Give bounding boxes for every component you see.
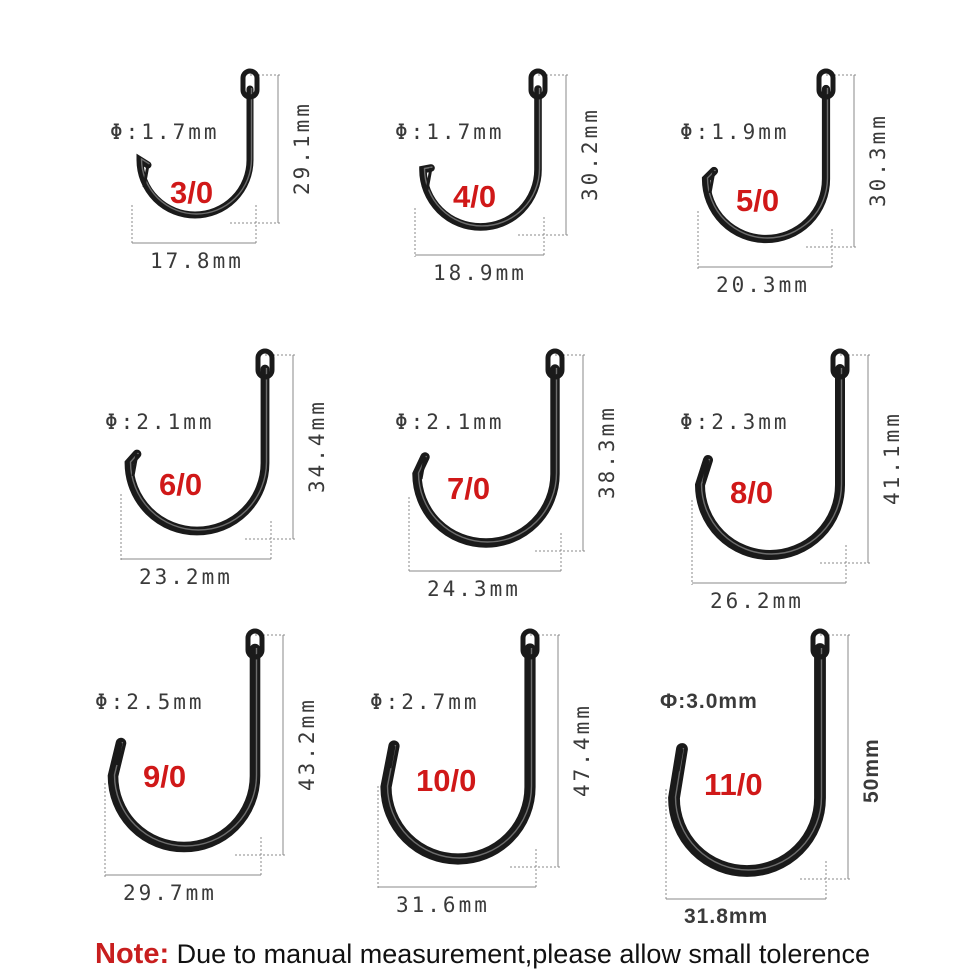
hook-drawing <box>377 628 560 889</box>
hook-eye <box>528 68 548 100</box>
measurement-note: Note: Due to manual measurement,please a… <box>95 938 870 971</box>
hook-size: 3/0 <box>170 175 214 210</box>
hook-width: 20.3mm <box>716 273 810 297</box>
hook-eye <box>520 628 540 660</box>
hook-card: Φ:1.9mm 5/0 30.3mm 20.3mm <box>670 55 970 345</box>
hook-size: 6/0 <box>159 467 203 502</box>
hook-shank <box>668 643 826 877</box>
hook-length: 50mm <box>860 738 883 803</box>
wire-diameter: Φ:2.3mm <box>680 410 790 434</box>
hook-eye <box>830 348 850 380</box>
hook-drawing <box>120 348 295 561</box>
hook-length: 30.3mm <box>866 113 890 207</box>
dimension-lines <box>697 74 856 269</box>
hook-eye <box>545 348 565 380</box>
wire-diameter: Φ:2.1mm <box>395 410 505 434</box>
hook-size: 9/0 <box>143 759 187 794</box>
hook-barb <box>708 170 716 194</box>
hook-size: 5/0 <box>736 183 780 218</box>
hook-barb <box>702 459 710 483</box>
dimension-lines <box>104 634 285 877</box>
wire-diameter: Φ:1.7mm <box>110 120 220 144</box>
hook-size: 4/0 <box>453 179 497 214</box>
note-text: Due to manual measurement,please allow s… <box>169 939 870 969</box>
hook-drawing <box>104 628 285 877</box>
hook-length: 38.3mm <box>595 405 619 499</box>
hook-width: 17.8mm <box>150 249 244 273</box>
hook-barb <box>142 164 150 188</box>
hook-barb <box>419 456 427 480</box>
wire-diameter: Φ:2.5mm <box>95 690 205 714</box>
hook-shank <box>124 364 270 536</box>
hook-length: 29.1mm <box>290 101 314 195</box>
hook-shank <box>419 85 542 231</box>
hook-length: 34.4mm <box>305 399 329 493</box>
hook-width: 26.2mm <box>710 589 804 613</box>
dimension-lines <box>691 354 870 585</box>
hook-card: Φ:2.7mm 10/0 47.4mm 31.6mm <box>360 615 660 917</box>
hook-length: 41.1mm <box>880 411 904 505</box>
hook-barb <box>131 453 139 477</box>
hook-eye <box>816 68 836 100</box>
hook-card: Φ:1.7mm 4/0 30.2mm 18.9mm <box>385 55 685 345</box>
hook-width: 24.3mm <box>427 577 521 601</box>
hook-eye <box>240 68 260 100</box>
hook-drawing <box>691 348 870 585</box>
hook-barb <box>425 167 433 191</box>
hook-size: 10/0 <box>416 763 477 798</box>
hook-eye <box>245 628 265 660</box>
hook-drawing <box>665 628 850 901</box>
hook-size: 7/0 <box>447 471 491 506</box>
hook-width: 31.6mm <box>396 893 490 917</box>
dimension-lines <box>131 74 280 245</box>
wire-diameter: Φ:1.7mm <box>395 120 505 144</box>
wire-diameter: Φ:1.9mm <box>680 120 790 144</box>
hook-eye <box>255 348 275 380</box>
hook-width: 29.7mm <box>123 881 217 905</box>
wire-diameter: Φ:2.1mm <box>105 410 215 434</box>
hook-size-grid: Φ:1.7mm 3/0 29.1mm 17.8mm Φ:1.7mm 4/0 30.2mm 18… <box>85 55 970 928</box>
hook-width: 31.8mm <box>684 905 769 928</box>
hook-length: 30.2mm <box>578 107 602 201</box>
hook-card: Φ:1.7mm 3/0 29.1mm 17.8mm <box>100 55 400 345</box>
note-lead: Note: <box>95 938 170 970</box>
hook-drawing <box>697 68 856 269</box>
wire-diameter: Φ:2.7mm <box>370 690 480 714</box>
hook-card: Φ:2.3mm 8/0 41.1mm 26.2mm <box>670 335 970 625</box>
hook-card: Φ:2.1mm 7/0 38.3mm 24.3mm <box>385 335 685 625</box>
hook-card: Φ:3.0mm 11/0 50mm 31.8mm <box>650 615 950 928</box>
hook-shank <box>412 364 560 548</box>
hook-size: 11/0 <box>704 767 763 802</box>
hook-size: 8/0 <box>730 475 774 510</box>
hook-width: 18.9mm <box>433 261 527 285</box>
hook-barb <box>115 742 123 766</box>
wire-diameter: Φ:3.0mm <box>660 690 758 713</box>
hook-barb <box>676 748 684 772</box>
hook-length: 47.4mm <box>570 703 594 797</box>
hook-card: Φ:2.5mm 9/0 43.2mm 29.7mm <box>85 615 385 905</box>
hook-drawing <box>131 68 280 245</box>
hook-length: 43.2mm <box>295 697 319 791</box>
hook-width: 23.2mm <box>139 565 233 589</box>
hook-barb <box>388 745 396 769</box>
hook-shank <box>107 643 261 853</box>
hook-shank <box>701 84 831 244</box>
hook-drawing <box>414 68 568 257</box>
hook-shank <box>694 364 845 560</box>
hook-eye <box>810 628 830 660</box>
hook-shank <box>380 643 536 865</box>
dimension-lines <box>120 354 295 561</box>
hook-card: Φ:2.1mm 6/0 34.4mm 23.2mm <box>95 335 395 625</box>
hook-drawing <box>408 348 585 573</box>
